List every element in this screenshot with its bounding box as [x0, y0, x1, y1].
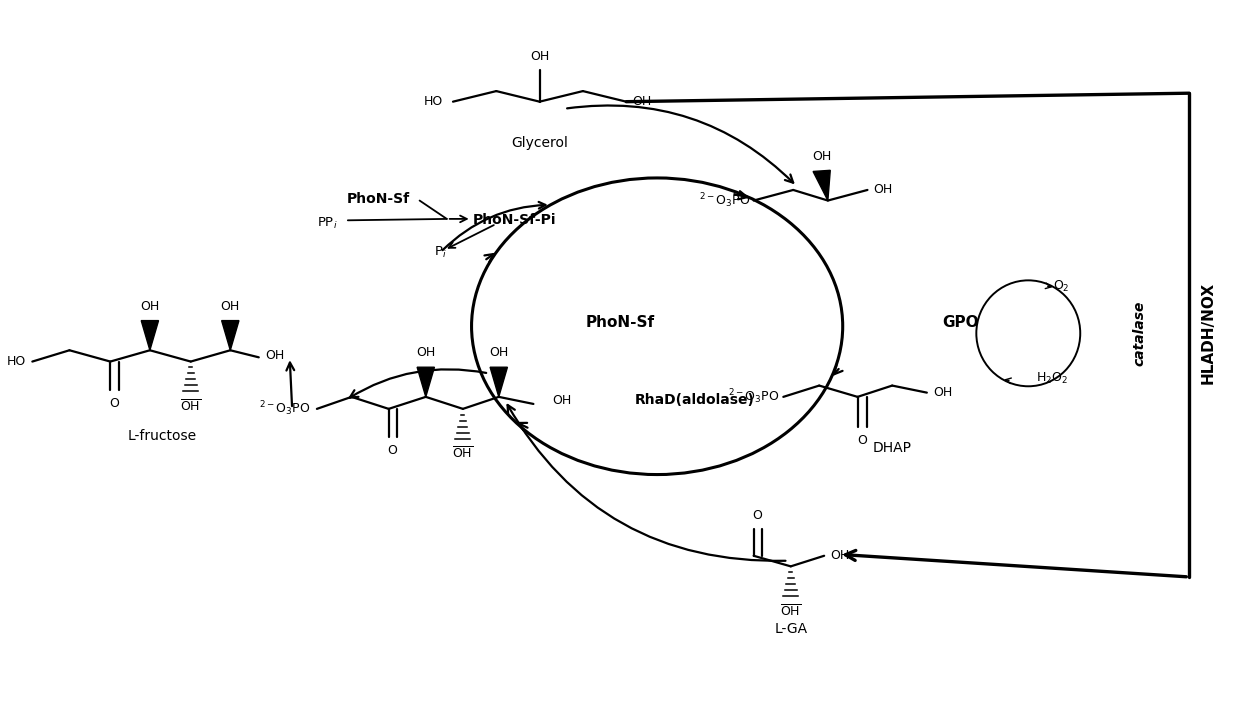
Text: PhoN-Sf: PhoN-Sf [585, 316, 655, 330]
Text: DHAP: DHAP [873, 441, 911, 454]
Text: OH: OH [632, 95, 652, 108]
Text: OH: OH [831, 549, 849, 562]
Text: catalase: catalase [1132, 301, 1147, 366]
Text: $\overline{\rm OH}$: $\overline{\rm OH}$ [453, 446, 474, 462]
Text: OH: OH [812, 150, 831, 163]
Polygon shape [490, 367, 507, 397]
Text: O$_2$: O$_2$ [1053, 279, 1070, 294]
Polygon shape [417, 367, 434, 397]
Text: O: O [753, 509, 763, 522]
Text: HO: HO [424, 95, 443, 108]
Text: $\overline{\rm OH}$: $\overline{\rm OH}$ [180, 399, 201, 415]
Text: OH: OH [265, 350, 284, 362]
Text: OH: OH [874, 184, 893, 196]
Text: P$_i$: P$_i$ [434, 245, 448, 259]
Text: HLADH/NOX: HLADH/NOX [1200, 282, 1215, 384]
Text: RhaD(aldolase): RhaD(aldolase) [635, 393, 754, 408]
Polygon shape [222, 320, 239, 350]
Text: GPO: GPO [942, 316, 978, 330]
Text: O: O [858, 434, 868, 447]
Text: Glycerol: Glycerol [511, 135, 568, 150]
Text: OH: OH [140, 300, 160, 313]
Text: OH: OH [221, 300, 239, 313]
Polygon shape [813, 170, 831, 201]
Text: L-GA: L-GA [774, 622, 807, 635]
Text: PhoN-Sf-Pi: PhoN-Sf-Pi [474, 213, 557, 228]
Text: H$_2$O$_2$: H$_2$O$_2$ [1035, 371, 1068, 386]
Text: PhoN-Sf: PhoN-Sf [346, 192, 409, 206]
Text: OH: OH [489, 347, 508, 359]
Text: PP$_i$: PP$_i$ [317, 216, 339, 231]
Text: $^{2-}$O$_3$PO: $^{2-}$O$_3$PO [259, 400, 311, 418]
Text: OH: OH [529, 50, 549, 63]
Text: OH: OH [417, 347, 435, 359]
Text: OH: OH [932, 386, 952, 399]
Text: L-fructose: L-fructose [128, 429, 197, 442]
Text: $\overline{\rm OH}$: $\overline{\rm OH}$ [780, 604, 801, 619]
Text: O: O [109, 397, 119, 410]
Text: $^{2-}$O$_3$PO: $^{2-}$O$_3$PO [728, 388, 780, 406]
Text: O: O [387, 445, 397, 457]
Text: $^{2-}$O$_3$PO: $^{2-}$O$_3$PO [698, 191, 750, 210]
Polygon shape [141, 320, 159, 350]
Text: OH: OH [552, 394, 572, 407]
Text: HO: HO [7, 355, 26, 368]
